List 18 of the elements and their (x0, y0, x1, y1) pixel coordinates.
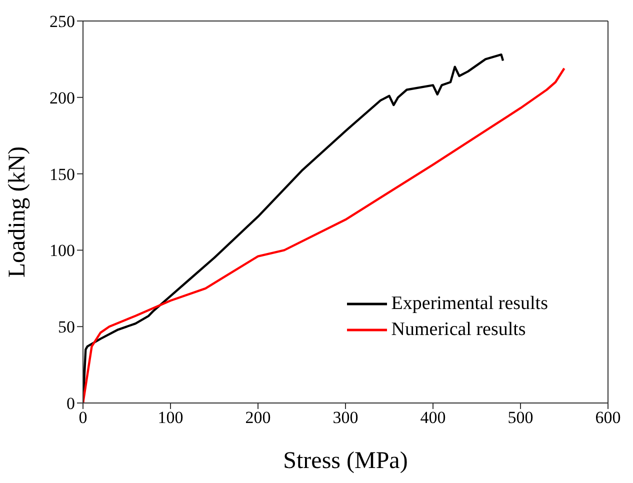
y-axis-title: Loading (kN) (4, 146, 31, 278)
x-tick-label: 400 (420, 408, 446, 428)
y-tick-label: 0 (66, 394, 75, 414)
x-tick-label: 500 (508, 408, 534, 428)
x-tick-label: 600 (595, 408, 621, 428)
y-tick-label: 200 (50, 88, 75, 108)
y-tick-label: 50 (58, 318, 75, 337)
x-tick-label: 200 (245, 408, 271, 428)
x-axis-title: Stress (MPa) (283, 448, 408, 474)
x-tick-label: 100 (158, 408, 184, 428)
y-tick-label: 250 (50, 12, 75, 32)
line-series (83, 67, 566, 403)
x-tick-label: 300 (332, 408, 358, 428)
legend-label: Experimental results (391, 292, 548, 316)
legend-label: Numerical results (391, 318, 526, 342)
x-tick-label: 0 (78, 408, 88, 428)
y-tick-label: 100 (50, 241, 75, 260)
y-tick-label: 150 (50, 164, 75, 184)
